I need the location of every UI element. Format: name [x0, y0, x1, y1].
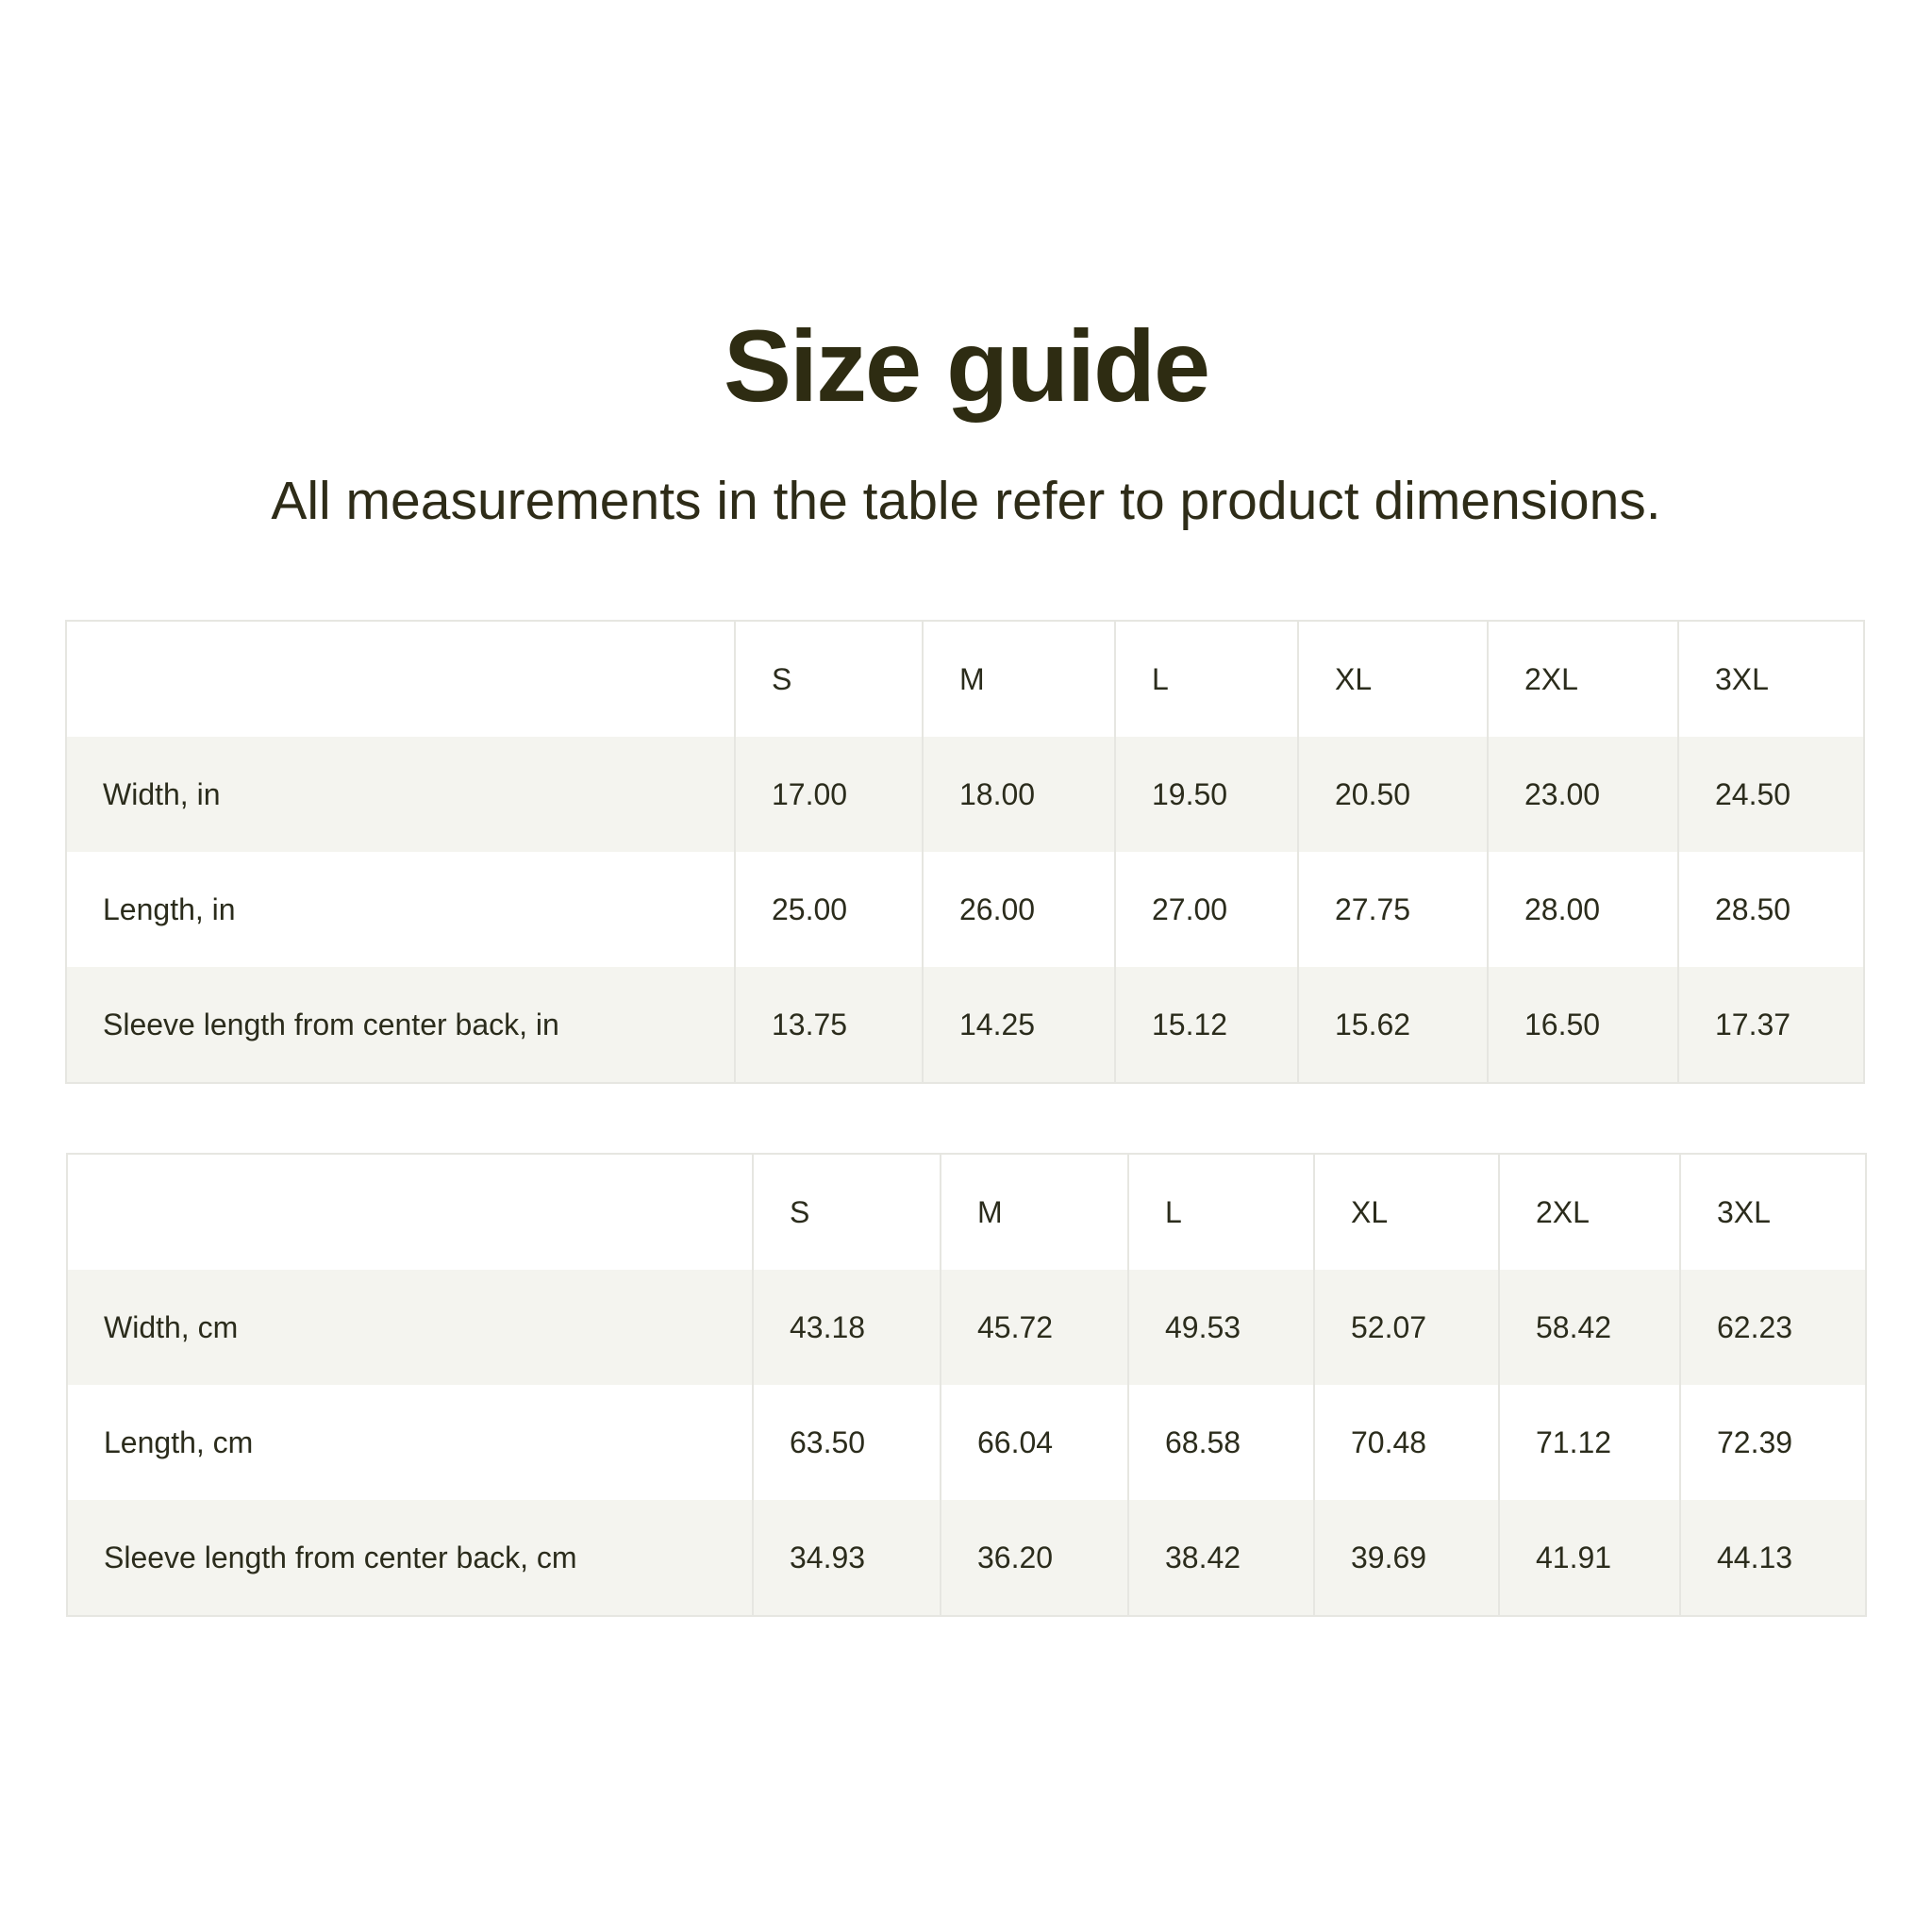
- size-header-cell: L: [1127, 1154, 1314, 1270]
- measurement-label: Sleeve length from center back, cm: [104, 1540, 577, 1574]
- measurement-value: 45.72: [940, 1270, 1128, 1385]
- measurement-value: 18.00: [922, 737, 1115, 852]
- size-header-cell: L: [1114, 621, 1298, 737]
- measurement-value: 20.50: [1297, 737, 1488, 852]
- measurement-label: Width, in: [103, 776, 221, 811]
- table-row: Sleeve length from center back, cm 34.93 3…: [67, 1500, 1866, 1616]
- page-title: Size guide: [723, 308, 1210, 423]
- measurement-value: 34.93: [752, 1500, 941, 1616]
- measurement-label: Length, cm: [104, 1424, 254, 1459]
- measurement-value: 26.00: [922, 852, 1115, 967]
- measurement-value: 52.07: [1313, 1270, 1499, 1385]
- measurement-value: 62.23: [1679, 1270, 1866, 1385]
- measurement-value: 16.50: [1487, 967, 1678, 1083]
- measurement-value: 41.91: [1498, 1500, 1680, 1616]
- measurement-value: 25.00: [734, 852, 923, 967]
- table-row: Length, cm 63.50 66.04 68.58 70.48 71.12 72.39: [67, 1385, 1866, 1500]
- measurement-value: 14.25: [922, 967, 1115, 1083]
- measurement-value: 28.50: [1677, 852, 1864, 967]
- size-header-cell: 2XL: [1498, 1154, 1680, 1270]
- header-cell-empty: [67, 1154, 753, 1270]
- size-table-inches: S M L XL 2XL 3XL Width, in 17.00 18.00 19.50 20.5…: [65, 620, 1865, 1084]
- measurement-value: 27.00: [1114, 852, 1298, 967]
- table-row: Width, in 17.00 18.00 19.50 20.50 23.00 24.50: [66, 737, 1864, 852]
- measurement-value: 17.00: [734, 737, 923, 852]
- measurement-value: 63.50: [752, 1385, 941, 1500]
- measurement-value: 72.39: [1679, 1385, 1866, 1500]
- measurement-value: 27.75: [1297, 852, 1488, 967]
- table-row: Length, in 25.00 26.00 27.00 27.75 28.00 28.50: [66, 852, 1864, 967]
- size-header-cell: 3XL: [1679, 1154, 1866, 1270]
- measurement-value: 70.48: [1313, 1385, 1499, 1500]
- size-header-cell: M: [922, 621, 1115, 737]
- measurement-value: 49.53: [1127, 1270, 1314, 1385]
- size-header-cell: S: [752, 1154, 941, 1270]
- measurement-label: Length, in: [103, 891, 236, 926]
- table-row: Width, cm 43.18 45.72 49.53 52.07 58.42 62.23: [67, 1270, 1866, 1385]
- size-header-cell: S: [734, 621, 923, 737]
- header-cell-empty: [66, 621, 735, 737]
- measurement-value: 28.00: [1487, 852, 1678, 967]
- measurement-value: 13.75: [734, 967, 923, 1083]
- size-header-cell: 3XL: [1677, 621, 1864, 737]
- size-header-cell: M: [940, 1154, 1128, 1270]
- measurement-value: 66.04: [940, 1385, 1128, 1500]
- measurement-label: Sleeve length from center back, in: [103, 1007, 559, 1041]
- measurement-value: 39.69: [1313, 1500, 1499, 1616]
- measurement-label: Width, cm: [104, 1309, 239, 1344]
- measurement-value: 15.62: [1297, 967, 1488, 1083]
- size-header-cell: XL: [1297, 621, 1488, 737]
- measurement-value: 36.20: [940, 1500, 1128, 1616]
- measurement-value: 43.18: [752, 1270, 941, 1385]
- measurement-value: 58.42: [1498, 1270, 1680, 1385]
- table-header-row: S M L XL 2XL 3XL: [67, 1154, 1866, 1270]
- size-table-centimeters: S M L XL 2XL 3XL Width, cm 43.18 45.72 49.53 52.0…: [66, 1153, 1867, 1617]
- measurement-value: 23.00: [1487, 737, 1678, 852]
- page-subtitle: All measurements in the table refer to p…: [271, 471, 1661, 531]
- table-row: Sleeve length from center back, in 13.75 1…: [66, 967, 1864, 1083]
- measurement-value: 19.50: [1114, 737, 1298, 852]
- measurement-value: 38.42: [1127, 1500, 1314, 1616]
- size-header-cell: 2XL: [1487, 621, 1678, 737]
- size-header-cell: XL: [1313, 1154, 1499, 1270]
- measurement-value: 17.37: [1677, 967, 1864, 1083]
- measurement-value: 24.50: [1677, 737, 1864, 852]
- table-header-row: S M L XL 2XL 3XL: [66, 621, 1864, 737]
- measurement-value: 15.12: [1114, 967, 1298, 1083]
- measurement-value: 44.13: [1679, 1500, 1866, 1616]
- measurement-value: 68.58: [1127, 1385, 1314, 1500]
- measurement-value: 71.12: [1498, 1385, 1680, 1500]
